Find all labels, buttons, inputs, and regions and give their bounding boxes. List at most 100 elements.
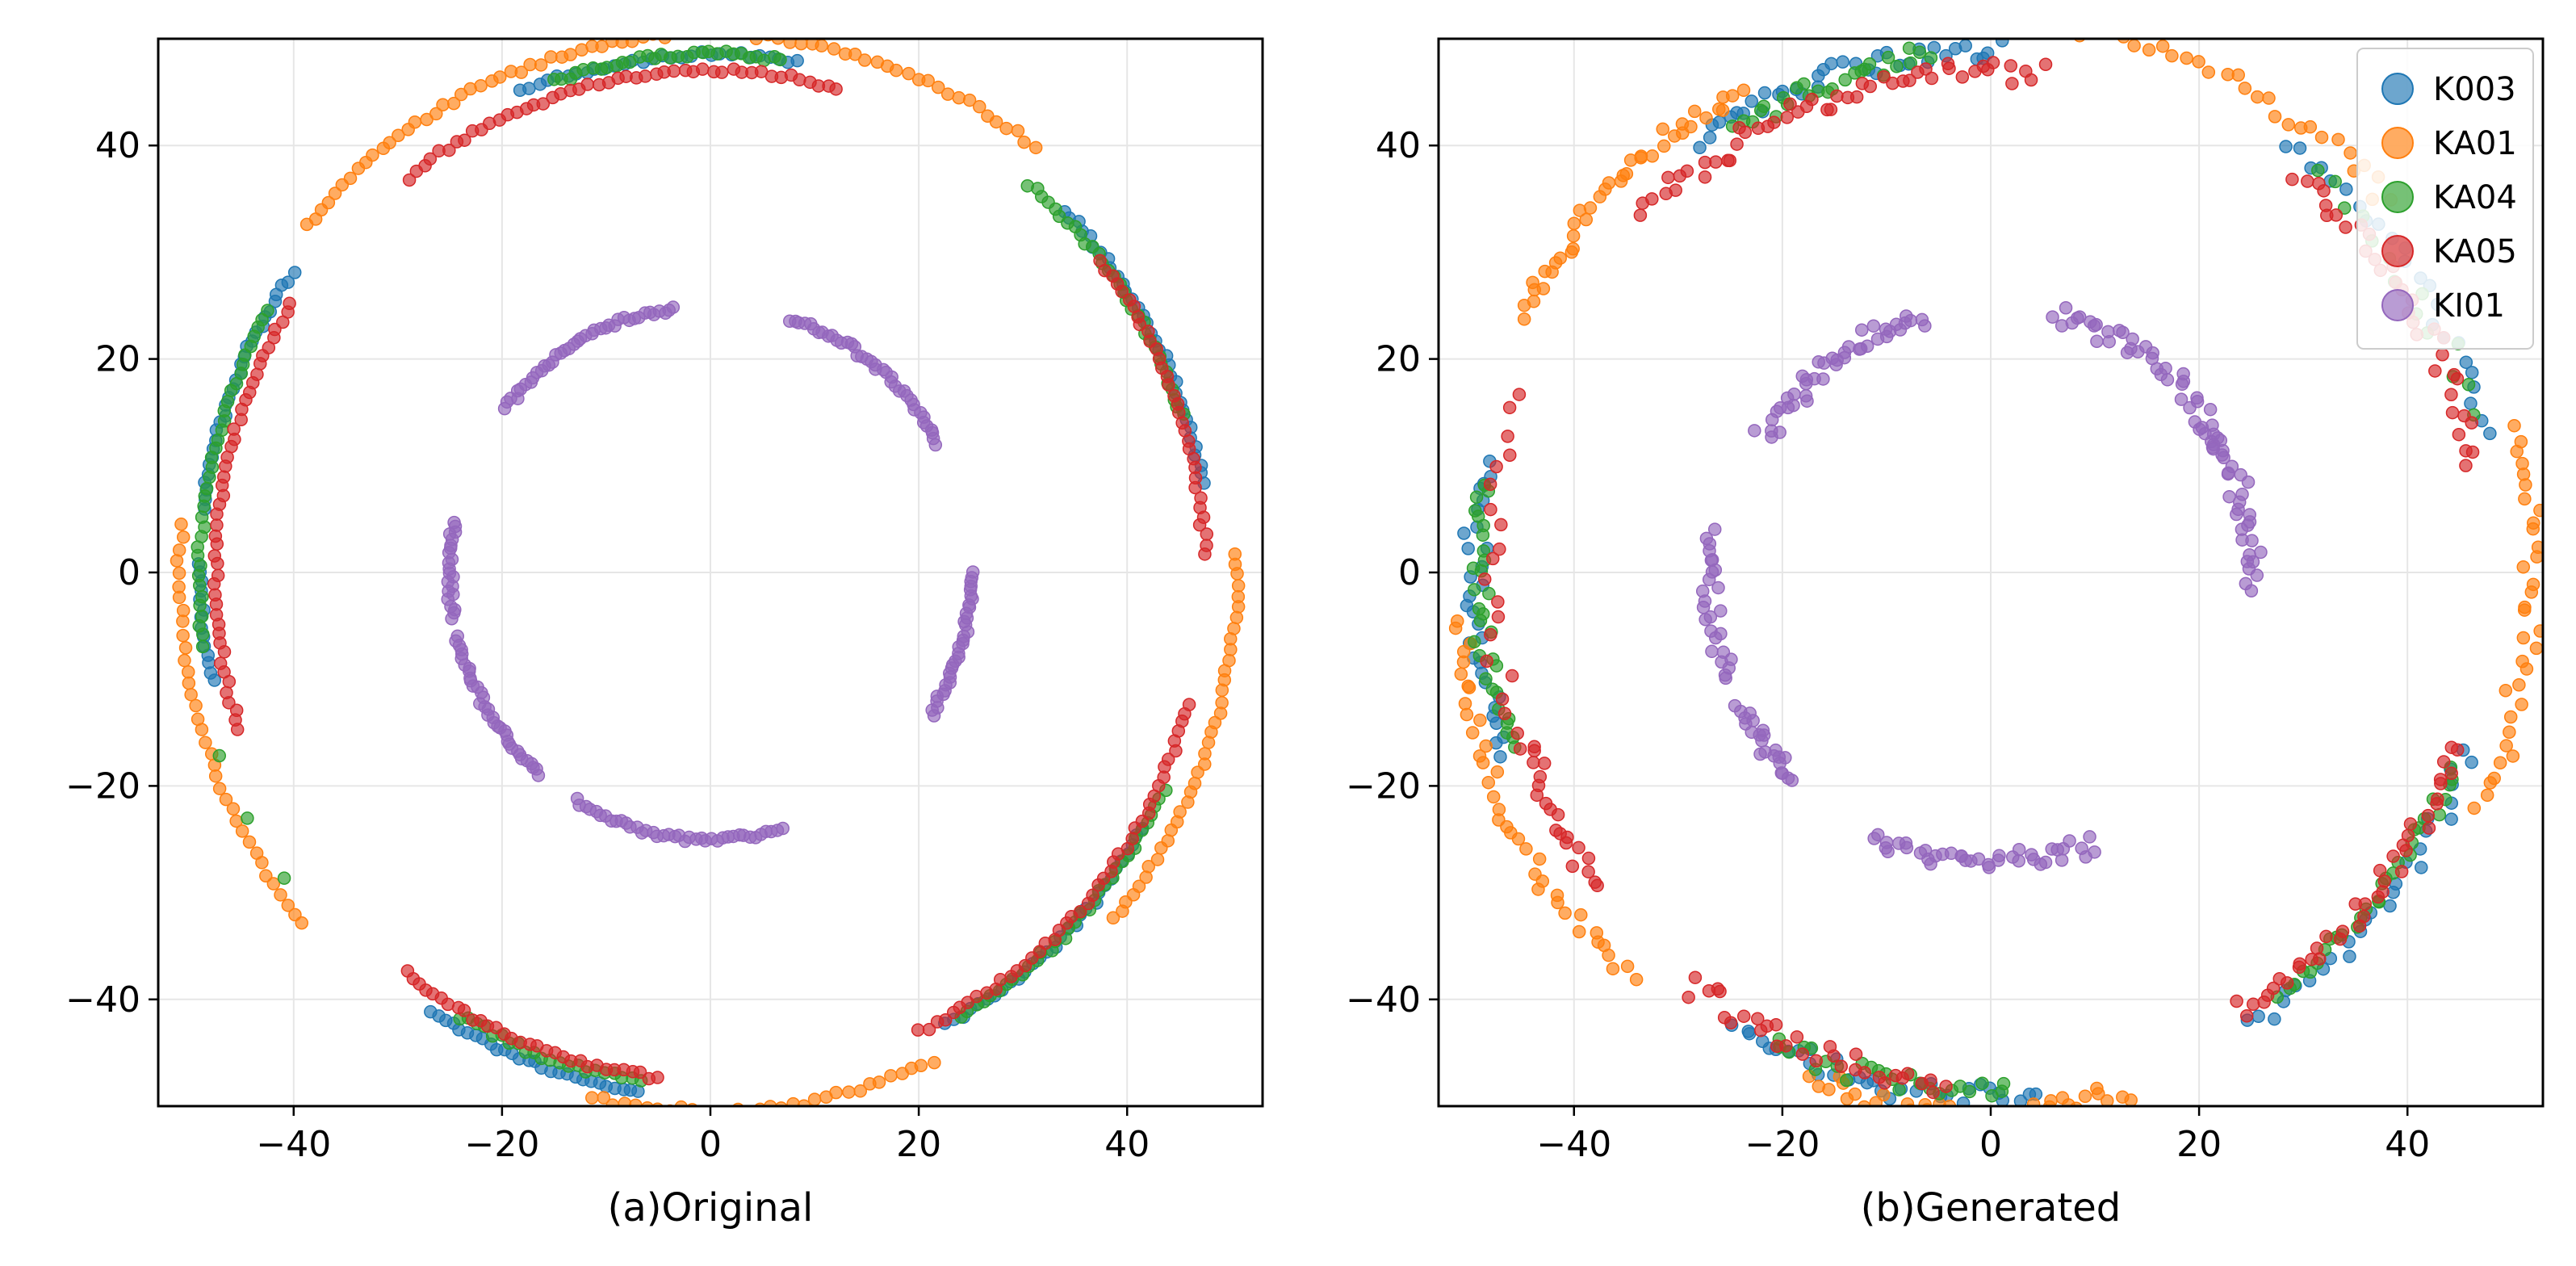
point-ka01 bbox=[1858, 1100, 1871, 1106]
point-ka04 bbox=[2328, 174, 2342, 189]
point-ka05 bbox=[1125, 832, 1139, 846]
point-ka04 bbox=[1996, 1076, 2011, 1091]
point-ka01 bbox=[2142, 43, 2156, 57]
point-ka01 bbox=[928, 1055, 941, 1070]
x-axis-label: (a)Original bbox=[608, 1185, 814, 1230]
point-ka05 bbox=[1494, 518, 1508, 532]
legend-marker-ka05 bbox=[2381, 235, 2414, 267]
point-ki01 bbox=[2254, 545, 2268, 560]
point-k003 bbox=[2251, 1009, 2265, 1023]
point-ka05 bbox=[1791, 105, 1805, 119]
point-ka01 bbox=[1215, 696, 1229, 710]
point-ka05 bbox=[2038, 57, 2053, 71]
point-ka05 bbox=[465, 124, 480, 138]
point-ka05 bbox=[409, 164, 424, 178]
point-ki01 bbox=[1795, 369, 1809, 384]
point-ka01 bbox=[172, 590, 186, 605]
point-ki01 bbox=[2101, 325, 2115, 339]
point-ka05 bbox=[1795, 1047, 1810, 1061]
point-ka01 bbox=[1699, 111, 1713, 125]
point-ka05 bbox=[1730, 137, 1744, 151]
x-axis-label: (b)Generated bbox=[1861, 1185, 2122, 1230]
point-ka05 bbox=[2339, 220, 2352, 234]
point-ka01 bbox=[178, 641, 193, 655]
point-ka05 bbox=[592, 78, 606, 92]
point-ka05 bbox=[1559, 836, 1573, 850]
point-ka05 bbox=[2005, 77, 2019, 90]
point-ka01 bbox=[226, 802, 241, 816]
point-ka05 bbox=[1849, 1047, 1863, 1061]
point-ki01 bbox=[2055, 853, 2069, 867]
point-ka05 bbox=[234, 413, 248, 427]
x-tick-label: 20 bbox=[896, 1124, 941, 1165]
point-ka01 bbox=[242, 835, 257, 849]
point-ka01 bbox=[763, 1100, 777, 1106]
point-ki01 bbox=[782, 314, 797, 328]
point-ka04 bbox=[195, 639, 210, 654]
point-ka01 bbox=[2518, 492, 2532, 506]
point-ki01 bbox=[2190, 391, 2204, 405]
point-ka01 bbox=[176, 628, 190, 643]
point-ka05 bbox=[219, 459, 232, 473]
point-ka01 bbox=[2515, 698, 2528, 711]
point-ka05 bbox=[217, 645, 232, 659]
point-ka05 bbox=[1182, 698, 1196, 711]
point-ka05 bbox=[2285, 172, 2299, 187]
point-ka01 bbox=[1227, 622, 1241, 635]
point-ka01 bbox=[674, 1100, 688, 1106]
point-ka01 bbox=[2487, 771, 2501, 786]
point-ka01 bbox=[827, 42, 841, 56]
point-ka04 bbox=[193, 598, 207, 613]
point-ki01 bbox=[2235, 488, 2249, 501]
point-ka01 bbox=[962, 93, 977, 107]
point-ki01 bbox=[965, 565, 980, 579]
point-ka01 bbox=[189, 698, 203, 713]
point-ka05 bbox=[1721, 153, 1735, 168]
point-ka05 bbox=[678, 63, 693, 78]
point-ka05 bbox=[2436, 347, 2449, 362]
point-ka01 bbox=[182, 676, 196, 690]
point-ka05 bbox=[2459, 459, 2473, 472]
point-k003 bbox=[2483, 426, 2497, 441]
point-ki01 bbox=[1785, 773, 1799, 787]
point-ka01 bbox=[1473, 713, 1487, 727]
point-ka05 bbox=[1877, 69, 1891, 84]
point-ka05 bbox=[230, 723, 245, 736]
point-ka01 bbox=[1564, 245, 1579, 259]
point-ka05 bbox=[1688, 970, 1703, 984]
point-ka01 bbox=[1231, 579, 1246, 593]
point-ka01 bbox=[555, 50, 569, 64]
point-ka01 bbox=[1991, 1110, 2003, 1122]
x-tick-label: −20 bbox=[464, 1124, 539, 1165]
point-ka05 bbox=[707, 65, 721, 79]
legend-marker-ka04 bbox=[2381, 181, 2414, 213]
point-ka05 bbox=[1477, 572, 1492, 586]
point-ka01 bbox=[857, 53, 872, 67]
point-ka05 bbox=[2428, 364, 2442, 378]
point-ka05 bbox=[2312, 176, 2326, 191]
point-ki01 bbox=[2243, 547, 2256, 562]
point-ka01 bbox=[2493, 756, 2507, 769]
point-k003 bbox=[2293, 141, 2307, 155]
point-k003 bbox=[1948, 41, 1962, 56]
point-ka05 bbox=[1551, 807, 1565, 822]
point-ka04 bbox=[224, 384, 238, 398]
point-ka05 bbox=[1141, 325, 1155, 338]
point-ka01 bbox=[1028, 140, 1043, 155]
point-ka01 bbox=[2516, 560, 2531, 574]
y-tick-label: 0 bbox=[118, 552, 140, 593]
point-ka05 bbox=[1783, 97, 1797, 111]
point-ka01 bbox=[1228, 547, 1242, 561]
point-ka04 bbox=[197, 499, 211, 514]
point-ka01 bbox=[208, 769, 223, 783]
point-ka01 bbox=[2503, 710, 2518, 724]
point-ka01 bbox=[1517, 312, 1531, 326]
point-ka05 bbox=[1682, 990, 1695, 1004]
point-ka01 bbox=[1187, 777, 1202, 790]
point-ka05 bbox=[1512, 388, 1527, 401]
point-ka01 bbox=[838, 47, 852, 61]
point-k003 bbox=[2268, 1012, 2281, 1026]
point-ka01 bbox=[2529, 641, 2543, 656]
point-ka01 bbox=[2262, 91, 2276, 105]
point-ka01 bbox=[1150, 853, 1165, 866]
